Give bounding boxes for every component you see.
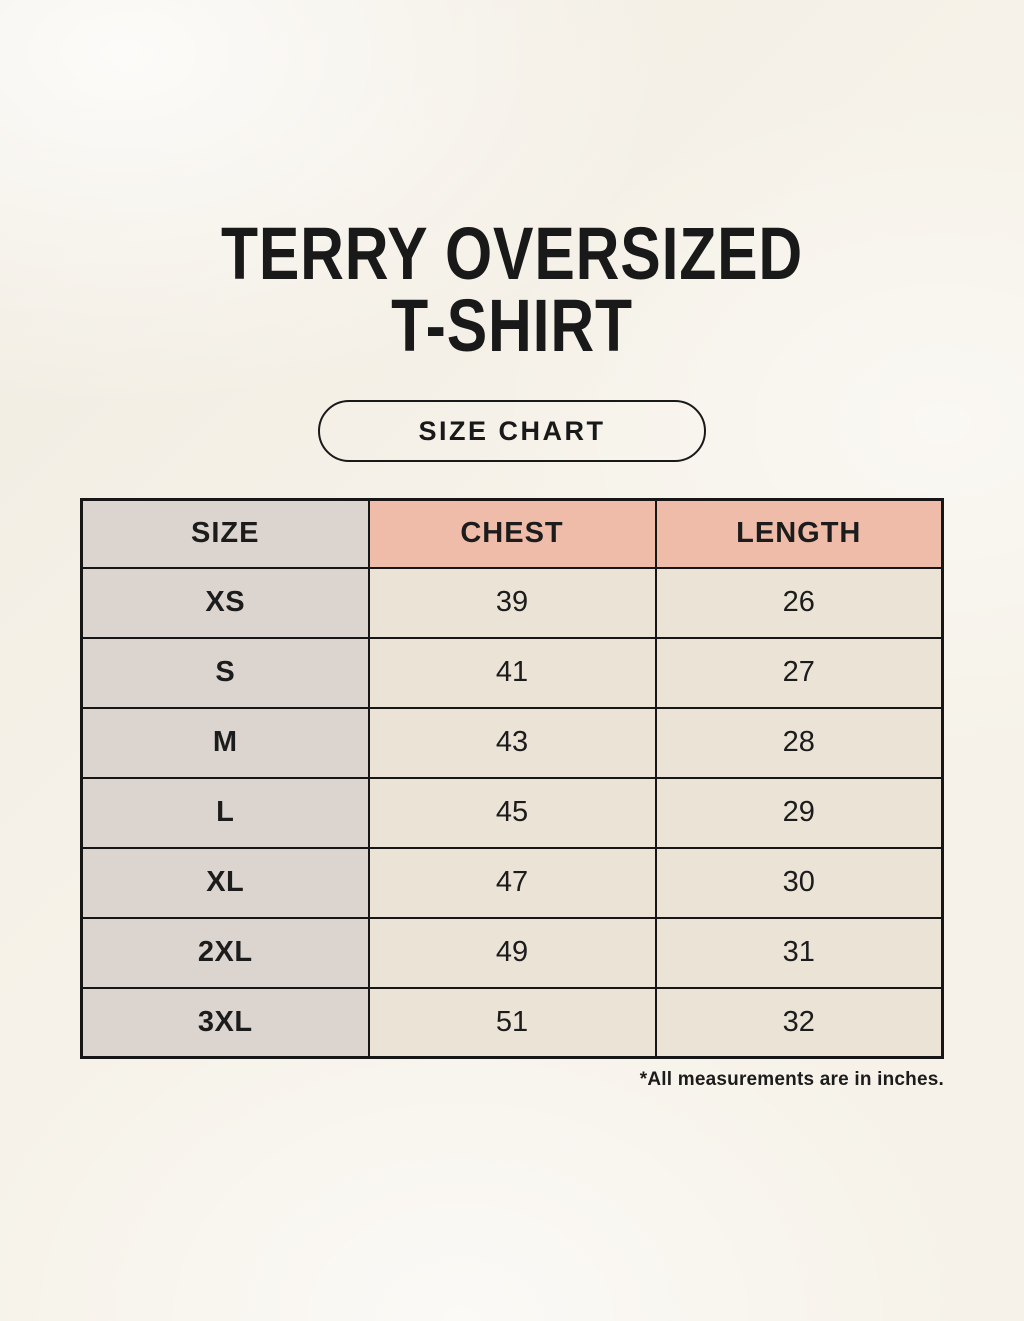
- size-label: 2XL: [80, 916, 370, 989]
- size-label: L: [80, 776, 370, 849]
- column-header-length: LENGTH: [654, 498, 944, 569]
- page-title-line-2: T-SHIRT: [391, 284, 633, 367]
- table-row: 3XL 51 32: [80, 986, 944, 1059]
- chest-value: 43: [367, 706, 657, 779]
- size-chart-table-container: SIZE CHEST LENGTH XS 39 26 S 41 27 M: [80, 498, 944, 1091]
- size-chart-table: SIZE CHEST LENGTH XS 39 26 S 41 27 M: [80, 498, 944, 1059]
- table-header-row: SIZE CHEST LENGTH: [80, 498, 944, 569]
- length-value: 30: [654, 846, 944, 919]
- size-label: XS: [80, 566, 370, 639]
- length-value: 31: [654, 916, 944, 989]
- table-row: M 43 28: [80, 706, 944, 779]
- page-title: TERRY OVERSIZED T-SHIRT: [0, 212, 1024, 367]
- column-header-chest: CHEST: [367, 498, 657, 569]
- size-label: M: [80, 706, 370, 779]
- table-row: XS 39 26: [80, 566, 944, 639]
- column-header-size: SIZE: [80, 498, 370, 569]
- size-label: 3XL: [80, 986, 370, 1059]
- size-label: S: [80, 636, 370, 709]
- length-value: 32: [654, 986, 944, 1059]
- length-value: 28: [654, 706, 944, 779]
- size-label: XL: [80, 846, 370, 919]
- table-row: S 41 27: [80, 636, 944, 709]
- size-chart-page: TERRY OVERSIZED T-SHIRT SIZE CHART SIZE …: [0, 212, 1024, 1091]
- chest-value: 39: [367, 566, 657, 639]
- table-row: L 45 29: [80, 776, 944, 849]
- chest-value: 45: [367, 776, 657, 849]
- chest-value: 47: [367, 846, 657, 919]
- table-row: 2XL 49 31: [80, 916, 944, 989]
- length-value: 27: [654, 636, 944, 709]
- chest-value: 41: [367, 636, 657, 709]
- chest-value: 49: [367, 916, 657, 989]
- size-chart-badge[interactable]: SIZE CHART: [318, 400, 706, 462]
- chest-value: 51: [367, 986, 657, 1059]
- page-title-line-1: TERRY OVERSIZED: [220, 212, 804, 295]
- length-value: 26: [654, 566, 944, 639]
- measurements-footnote: *All measurements are in inches.: [639, 1069, 944, 1090]
- table-row: XL 47 30: [80, 846, 944, 919]
- length-value: 29: [654, 776, 944, 849]
